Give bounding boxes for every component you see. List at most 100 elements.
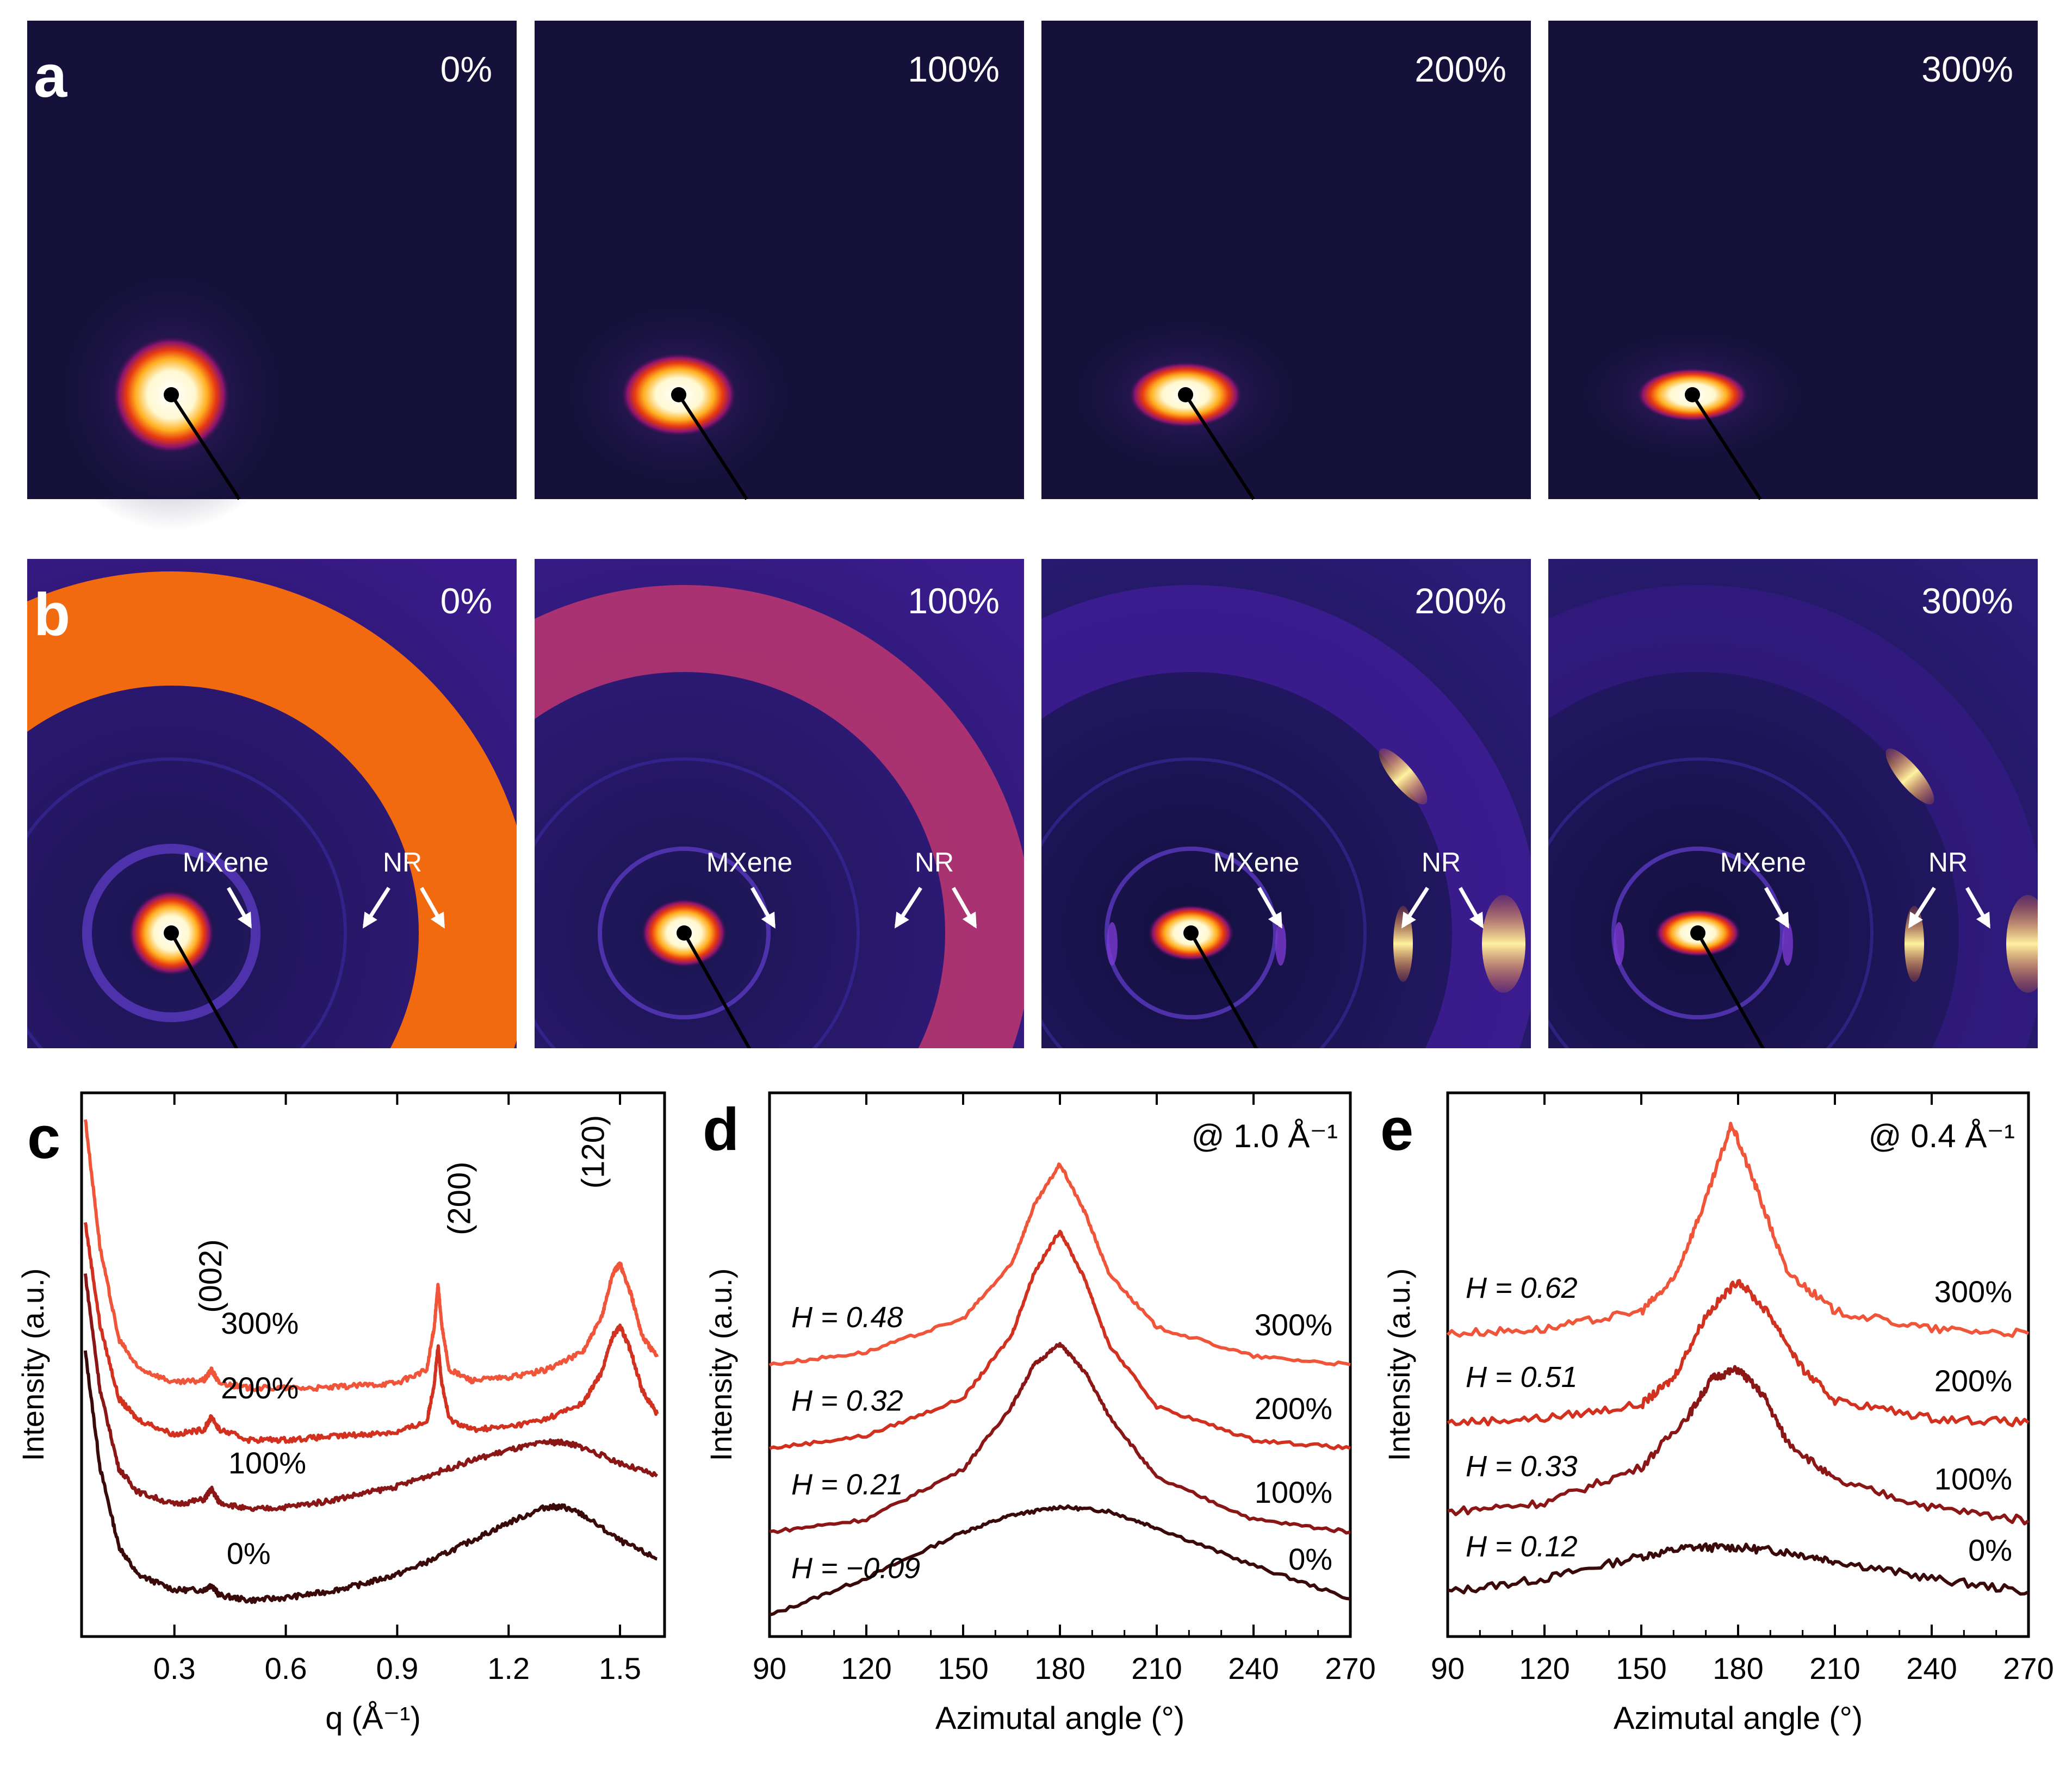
x-tick-label: 240 bbox=[1228, 1651, 1279, 1685]
beamstop-arm bbox=[1691, 394, 1762, 500]
panel-label-e: e bbox=[1380, 1096, 1413, 1163]
row-b-panel-0: 0% MXene NR bbox=[27, 559, 517, 1048]
x-tick-label: 1.2 bbox=[487, 1651, 530, 1685]
h-value-label: H = 0.12 bbox=[1466, 1530, 1578, 1563]
amorphous-ring bbox=[535, 585, 1024, 1048]
mxene-arc-left bbox=[1614, 922, 1624, 966]
annotation-mxene: MXene bbox=[706, 847, 792, 878]
annotation-nr: NR bbox=[1422, 847, 1461, 878]
nr-reflection-120 bbox=[1482, 895, 1525, 993]
h-value-label: H = 0.48 bbox=[791, 1301, 903, 1334]
x-tick-label: 90 bbox=[753, 1651, 786, 1685]
arrow-nr-outer bbox=[1458, 887, 1484, 929]
strain-label: 300% bbox=[1921, 581, 2013, 621]
strain-label: 200% bbox=[1415, 581, 1506, 621]
arrow-mxene bbox=[1257, 887, 1283, 929]
faint-ring bbox=[27, 757, 347, 1048]
series-line-300% bbox=[1446, 1122, 2030, 1338]
series-label: 300% bbox=[221, 1306, 299, 1340]
panel-label-b: b bbox=[34, 581, 70, 648]
series-line-100% bbox=[83, 1273, 659, 1512]
strain-label: 100% bbox=[908, 581, 1000, 621]
series-line-200% bbox=[1447, 1279, 2030, 1428]
row-b-panel-1: 100% MXene NR bbox=[535, 559, 1024, 1048]
y-axis-label: Intensity (a.u.) bbox=[16, 1268, 50, 1461]
series-label: 300% bbox=[1934, 1274, 2012, 1309]
annotation-nr: NR bbox=[915, 847, 954, 878]
row-b-panel-2: 200% MXene NR bbox=[1041, 559, 1531, 1048]
annotation-mxene: MXene bbox=[1213, 847, 1299, 878]
arrow-nr-inner bbox=[1401, 887, 1429, 929]
arrow-nr-inner bbox=[362, 887, 390, 929]
series-label: 200% bbox=[221, 1371, 299, 1405]
h-value-label: H = −0.09 bbox=[791, 1552, 920, 1584]
row-a-panel-2: 200% bbox=[1041, 21, 1531, 500]
beamstop bbox=[164, 387, 179, 402]
faint-ring bbox=[1548, 757, 1874, 1048]
x-axis-label: q (Å⁻¹) bbox=[325, 1701, 421, 1736]
x-tick-label: 150 bbox=[1616, 1651, 1666, 1685]
series-label: 300% bbox=[1255, 1308, 1332, 1342]
row-a-panel-0: 0% bbox=[27, 21, 517, 531]
series-label: 0% bbox=[1288, 1542, 1332, 1576]
amorphous-ring bbox=[27, 571, 517, 1048]
series-line-0% bbox=[1447, 1542, 2030, 1596]
peak-label: (120) bbox=[575, 1115, 611, 1189]
peak-label: (200) bbox=[442, 1161, 477, 1235]
series-label: 100% bbox=[1255, 1475, 1332, 1509]
series-line-300% bbox=[768, 1162, 1351, 1367]
row-b-waxs-wide-angle: 0% MXene NR 100% MXene NR 200% MXene NR 300% MXene… bbox=[27, 559, 2038, 1048]
series-line-100% bbox=[1447, 1365, 2030, 1526]
beamstop-arm bbox=[170, 394, 241, 500]
arrow-mxene bbox=[750, 887, 776, 929]
nr-offaxis-reflection bbox=[1885, 748, 1934, 805]
chart-d-azimuthal-1A: 90 120 150 180 210 240 270 Azimutal angle (°) In… bbox=[704, 1091, 1376, 1736]
beamstop bbox=[1178, 387, 1193, 402]
panel-label-d: d bbox=[703, 1096, 739, 1163]
beamstop-arm bbox=[1184, 394, 1255, 500]
mxene-ring bbox=[82, 844, 260, 1022]
x-axis-label: Azimutal angle (°) bbox=[1614, 1701, 1863, 1736]
series-label: 100% bbox=[1934, 1462, 2012, 1496]
plot-frame bbox=[80, 1091, 666, 1638]
x-axis-label: Azimutal angle (°) bbox=[935, 1701, 1184, 1736]
faint-ring bbox=[535, 757, 860, 1048]
beamstop bbox=[677, 925, 692, 941]
arrow-mxene bbox=[1764, 887, 1790, 929]
beamstop-arm bbox=[1696, 932, 1765, 1048]
arrow-nr-inner bbox=[1908, 887, 1936, 929]
strain-label: 200% bbox=[1415, 49, 1506, 89]
series-label: 0% bbox=[227, 1536, 271, 1571]
arrow-nr-inner bbox=[894, 887, 922, 929]
x-tick-label: 1.5 bbox=[599, 1651, 641, 1685]
series-line-300% bbox=[83, 1119, 659, 1392]
mxene-arc-right bbox=[1782, 922, 1793, 966]
chart-e-azimuthal-04A: 90 120 150 180 210 240 270 Azimutal angle (°) In… bbox=[1382, 1091, 2054, 1736]
x-tick-label: 180 bbox=[1034, 1651, 1085, 1685]
amorphous-ring bbox=[1548, 585, 2038, 1048]
series-line-200% bbox=[768, 1229, 1351, 1451]
panel-label-a: a bbox=[34, 43, 67, 110]
x-tick-label: 0.3 bbox=[153, 1651, 196, 1685]
annotation-nr: NR bbox=[383, 847, 422, 878]
annotation-mxene: MXene bbox=[183, 847, 269, 878]
series-label: 200% bbox=[1934, 1364, 2012, 1398]
h-value-label: H = 0.32 bbox=[791, 1385, 903, 1417]
arrow-nr-outer bbox=[951, 887, 977, 929]
h-value-label: H = 0.62 bbox=[1466, 1272, 1578, 1304]
h-value-label: H = 0.21 bbox=[791, 1468, 903, 1501]
nr-reflection-120 bbox=[2006, 895, 2038, 993]
nr-offaxis-reflection bbox=[1379, 748, 1428, 805]
series-label: 100% bbox=[228, 1446, 306, 1480]
x-tick-label: 210 bbox=[1131, 1651, 1182, 1685]
faint-ring bbox=[1041, 757, 1367, 1048]
beamstop-arm bbox=[1189, 932, 1258, 1048]
series-line-0% bbox=[83, 1350, 657, 1604]
chart-annotation: @ 0.4 Å⁻¹ bbox=[1869, 1118, 2015, 1154]
panel-label-c: c bbox=[27, 1104, 60, 1171]
mxene-ring bbox=[598, 847, 771, 1019]
series-line-100% bbox=[769, 1342, 1351, 1535]
y-axis-label: Intensity (a.u.) bbox=[1382, 1268, 1416, 1461]
strain-label: 0% bbox=[441, 49, 492, 89]
